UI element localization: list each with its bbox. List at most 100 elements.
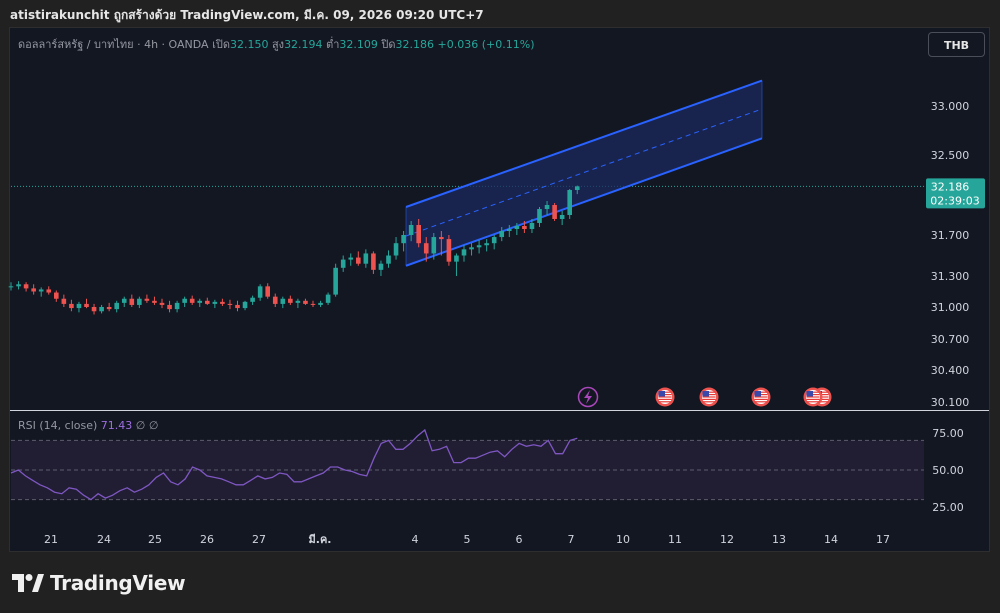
candle-body (484, 243, 489, 246)
candle-body (416, 225, 421, 244)
lightning-icon[interactable] (577, 386, 599, 408)
flag-stripe (658, 401, 672, 403)
tradingview-brand: TradingView (50, 571, 186, 595)
time-tick-label: 7 (568, 533, 575, 546)
rsi-pane: 75.00 50.00 25.00 (10, 410, 989, 514)
channel-fill (406, 80, 762, 266)
attribution-header: atistirakunchit ถูกสร้างด้วย TradingView… (10, 8, 484, 22)
candle-body (393, 243, 399, 256)
candle-body (235, 304, 240, 309)
candle-body (318, 302, 323, 305)
last-price-countdown: 02:39:03 (930, 194, 979, 207)
candle-body (205, 300, 210, 304)
flag-stripe (702, 396, 716, 398)
time-tick-label: 13 (772, 533, 786, 546)
candle-body (197, 300, 203, 303)
event-markers (577, 386, 832, 408)
candle-body (303, 300, 308, 304)
flag-stripe (702, 401, 716, 403)
candle-body (16, 284, 21, 287)
flag-stripe (754, 396, 768, 398)
time-tick-label: 17 (876, 533, 890, 546)
candle-body (461, 249, 467, 256)
price-tick-label: 32.500 (931, 149, 970, 162)
lightning-ring (577, 386, 599, 408)
us-flag-icon[interactable] (803, 387, 823, 407)
regression-channel[interactable] (405, 79, 763, 267)
candle-body (529, 223, 535, 229)
price-tick-label: 31.000 (931, 301, 970, 314)
low-value: 32.109 (339, 38, 378, 51)
time-tick-label: 5 (464, 533, 471, 546)
candle-body (522, 226, 527, 229)
channel-lower-line (405, 137, 763, 267)
candle-body (574, 186, 580, 190)
candle-body (333, 267, 338, 295)
candle-body (340, 259, 346, 268)
candle-body (38, 289, 44, 292)
time-tick-label: 21 (44, 533, 58, 546)
rsi-tick-label: 50.00 (932, 464, 964, 477)
time-tick-label: 10 (616, 533, 630, 546)
channel-upper-line (405, 79, 763, 208)
time-tick-label: มี.ค. (309, 533, 332, 546)
lightning-bolt (584, 390, 592, 404)
channel-mid-line (405, 108, 763, 237)
us-flag-icon[interactable] (699, 387, 719, 407)
candle-body (325, 294, 331, 303)
candle-body (23, 284, 29, 289)
tradingview-logo[interactable]: TradingView (12, 571, 186, 595)
time-tick-label: 4 (412, 533, 419, 546)
candle-body (174, 302, 180, 310)
time-tick-label: 24 (97, 533, 111, 546)
candle-body (295, 300, 301, 303)
rsi-legend: RSI (14, close) 71.43 ∅ ∅ (18, 419, 158, 432)
candle-body (265, 286, 270, 297)
candle-body (167, 304, 172, 310)
candle-body (363, 253, 369, 264)
time-tick-label: 6 (516, 533, 523, 546)
price-tick-label: 31.300 (931, 270, 970, 283)
candle-body (250, 297, 255, 302)
change-value: +0.036 (+0.11%) (437, 38, 535, 51)
time-tick-label: 12 (720, 533, 734, 546)
flag-stripe (806, 398, 820, 400)
candle-body (439, 237, 444, 240)
candle-body (469, 247, 474, 250)
candle-body (54, 292, 59, 299)
candle-body (220, 301, 225, 304)
candle-body (272, 296, 278, 304)
price-tick-label: 33.000 (931, 100, 970, 113)
flag-canton (754, 391, 761, 397)
candle-body (423, 243, 429, 254)
candle-body (129, 298, 135, 305)
us-flag-icon[interactable] (655, 387, 675, 407)
flag-canton (702, 391, 709, 397)
price-axis: 33.000 32.500 31.700 31.300 31.000 30.700 30.4… (926, 100, 985, 409)
currency-button[interactable]: THB (928, 32, 985, 57)
rsi-line (10, 428, 578, 501)
candle-body (446, 239, 452, 262)
candle-body (348, 257, 354, 260)
flag-stripe (754, 398, 768, 400)
last-price-value: 32.186 (931, 180, 970, 193)
candle-body (356, 257, 361, 264)
candle-body (454, 255, 459, 262)
candlestick-series (8, 185, 580, 315)
time-tick-label: 11 (668, 533, 682, 546)
us-flag-icon[interactable] (751, 387, 771, 407)
candle-body (537, 209, 542, 223)
tradingview-logo-icon (12, 574, 44, 592)
rsi-tick-label: 75.00 (932, 427, 964, 440)
time-tick-label: 26 (200, 533, 214, 546)
candle-body (378, 263, 384, 270)
candle-body (431, 237, 437, 254)
flag-stripe (658, 396, 672, 398)
candle-body (182, 298, 187, 303)
symbol-legend: ดอลลาร์สหรัฐ / บาทไทย · 4h · OANDA เปิด3… (18, 35, 534, 53)
rsi-tick-label: 25.00 (932, 501, 964, 514)
candle-body (227, 303, 233, 305)
price-tick-label: 31.700 (931, 229, 970, 242)
candle-body (476, 245, 482, 248)
